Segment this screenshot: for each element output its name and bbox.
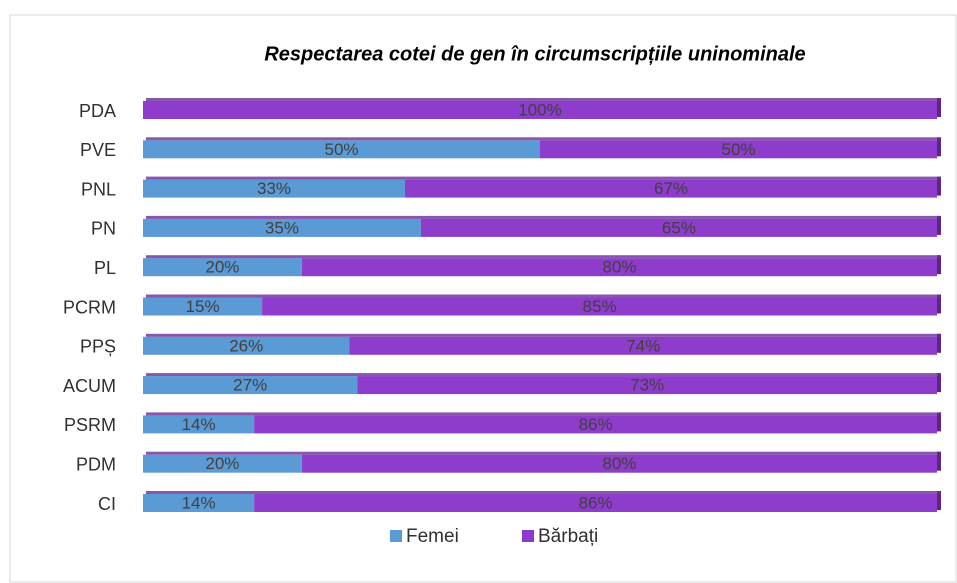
bar-segment xyxy=(143,297,263,316)
bar-top xyxy=(146,412,940,416)
bar-edge xyxy=(937,176,941,196)
y-tick-label: PL xyxy=(94,258,116,278)
bar-segment xyxy=(143,101,937,119)
bar-segment xyxy=(143,140,540,159)
bar-segment xyxy=(405,179,937,198)
data-label: 27% xyxy=(233,376,267,395)
bar-segment xyxy=(143,415,255,434)
data-label: 86% xyxy=(579,415,613,434)
data-label: 14% xyxy=(182,493,216,512)
y-tick-label: PCRM xyxy=(63,297,116,317)
data-label: 50% xyxy=(324,140,358,159)
data-label: 85% xyxy=(583,297,617,316)
y-tick-label: PDA xyxy=(79,101,116,121)
data-label: 14% xyxy=(182,415,216,434)
bar-segment xyxy=(262,297,938,316)
bar-top xyxy=(146,333,940,337)
bar-edge xyxy=(937,137,941,157)
bar-edge xyxy=(937,412,941,432)
bar-segment xyxy=(143,376,358,395)
data-label: 50% xyxy=(721,140,755,159)
bar-segment xyxy=(420,218,937,237)
bar-edge xyxy=(937,294,941,314)
data-label: 26% xyxy=(229,336,263,355)
bar-segment xyxy=(349,336,937,355)
bar-edge xyxy=(937,98,941,117)
bar-segment xyxy=(143,494,255,512)
bar-edge xyxy=(937,451,941,471)
y-tick-label: PN xyxy=(91,219,116,239)
bar-top xyxy=(146,137,940,141)
bar-top xyxy=(146,451,940,455)
bar-segment xyxy=(540,140,937,159)
y-tick-label: PNL xyxy=(81,179,116,199)
legend-swatch xyxy=(522,530,534,542)
bar-segment xyxy=(301,258,937,277)
data-label: 65% xyxy=(662,218,696,237)
bar-top xyxy=(146,176,940,180)
bar-top xyxy=(146,98,940,101)
data-label: 80% xyxy=(602,258,636,277)
legend-label: Bărbați xyxy=(538,526,598,547)
y-tick-label: ACUM xyxy=(63,376,116,396)
data-label: 15% xyxy=(186,297,220,316)
bar-top xyxy=(146,294,940,298)
data-label: 33% xyxy=(257,179,291,198)
bar-edge xyxy=(937,491,941,510)
bar-edge xyxy=(937,215,941,235)
bar-segment xyxy=(357,376,937,395)
bar-segment xyxy=(143,336,350,355)
bar-edge xyxy=(937,255,941,275)
chart-title: Respectarea cotei de gen în circumscripț… xyxy=(264,43,805,65)
bar-segment xyxy=(254,494,937,512)
bar-top xyxy=(146,373,940,377)
y-tick-label: PDM xyxy=(76,454,116,474)
data-label: 74% xyxy=(626,336,660,355)
y-tick-label: PVE xyxy=(80,140,116,160)
bar-segment xyxy=(143,179,406,198)
bar-segment xyxy=(254,415,937,434)
bar-edge xyxy=(937,373,941,393)
y-tick-label: PSRM xyxy=(64,415,116,435)
y-tick-label: PPȘ xyxy=(80,337,116,357)
data-label: 20% xyxy=(205,258,239,277)
bar-segment xyxy=(143,218,421,237)
legend-swatch xyxy=(390,530,402,542)
y-tick-label: CI xyxy=(98,494,116,514)
bar-edge xyxy=(937,333,941,353)
bar-top xyxy=(146,491,940,494)
data-label: 100% xyxy=(518,100,561,119)
data-label: 35% xyxy=(265,218,299,237)
bar-segment xyxy=(301,454,937,473)
bar-segment xyxy=(143,454,302,473)
legend-label: Femei xyxy=(406,526,459,547)
data-label: 73% xyxy=(630,376,664,395)
bar-top xyxy=(146,215,940,219)
data-label: 86% xyxy=(579,493,613,512)
bar-segment xyxy=(143,258,302,277)
bar-top xyxy=(146,255,940,259)
data-label: 67% xyxy=(654,179,688,198)
data-label: 80% xyxy=(602,454,636,473)
data-label: 20% xyxy=(205,454,239,473)
